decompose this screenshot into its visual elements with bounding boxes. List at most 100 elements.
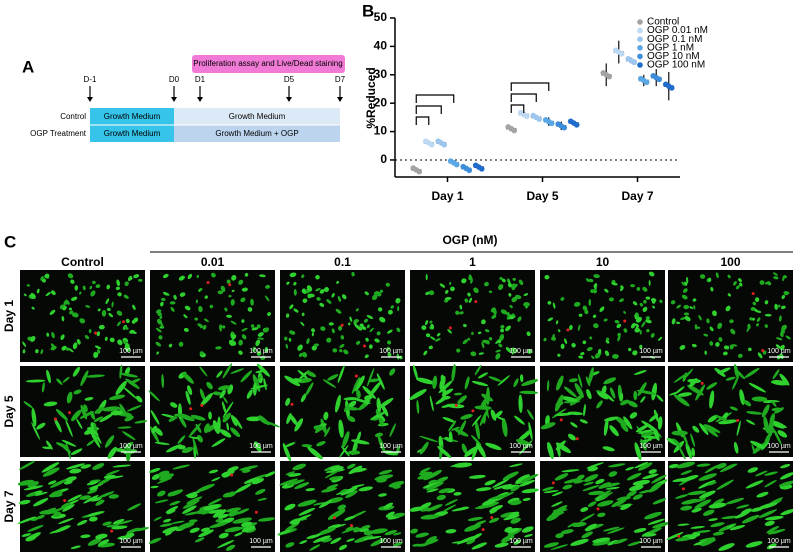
- micrograph: 100 µm: [148, 461, 276, 552]
- cell: [488, 517, 500, 524]
- cell: [464, 524, 481, 532]
- cell: [471, 415, 482, 427]
- cell: [626, 472, 642, 481]
- cell: [425, 333, 431, 338]
- y-tick-label: 20: [374, 95, 388, 109]
- cell: [627, 541, 642, 547]
- cell: [363, 530, 374, 536]
- dot: [523, 113, 530, 120]
- cell: [562, 484, 573, 490]
- cell: [230, 320, 237, 325]
- cell: [326, 337, 332, 343]
- cell: [603, 318, 608, 322]
- cell: [111, 301, 114, 308]
- cell: [230, 414, 238, 427]
- cell: [708, 502, 727, 509]
- cell: [704, 464, 720, 474]
- cell: [53, 511, 62, 518]
- cell: [781, 481, 793, 487]
- cell: [215, 518, 224, 523]
- cell: [167, 491, 179, 496]
- cell: [293, 288, 297, 296]
- cell: [510, 517, 521, 524]
- cell: [112, 464, 132, 468]
- cell: [297, 377, 312, 384]
- cell: [90, 290, 96, 297]
- scale-bar-label: 100 µm: [767, 538, 791, 545]
- cell: [445, 529, 457, 534]
- cell: [301, 288, 306, 294]
- cell: [46, 332, 50, 337]
- cell: [85, 305, 91, 308]
- cell: [320, 326, 326, 331]
- cell: [586, 346, 593, 352]
- cell: [632, 494, 643, 500]
- significance-bracket: [415, 94, 455, 103]
- cell: [385, 282, 390, 287]
- cell: [729, 524, 746, 531]
- dot: [631, 59, 638, 66]
- x-tick-label: Day 1: [431, 189, 463, 203]
- cell: [256, 324, 261, 329]
- cell: [241, 327, 248, 332]
- cell: [102, 521, 112, 526]
- cell: [623, 328, 628, 333]
- scale-bar-label: 100 µm: [639, 348, 663, 355]
- cell: [780, 508, 793, 516]
- cell: [673, 394, 690, 407]
- cell: [264, 471, 276, 477]
- cell: [285, 522, 300, 531]
- cell: [60, 443, 72, 454]
- cell: [285, 397, 291, 406]
- micrograph: 100 µm: [277, 461, 406, 552]
- cell: [620, 422, 629, 432]
- cell: [482, 339, 490, 344]
- cell: [65, 299, 70, 305]
- cell: [471, 331, 474, 335]
- cell: [637, 462, 653, 471]
- cell: [467, 516, 483, 522]
- cell: [737, 353, 743, 358]
- cell: [502, 471, 519, 481]
- cell: [548, 511, 565, 518]
- cell: [651, 474, 667, 484]
- cell: [425, 273, 428, 281]
- cell: [50, 290, 56, 296]
- cell: [461, 278, 467, 284]
- cell: [764, 300, 769, 305]
- cell: [108, 394, 126, 401]
- cell: [162, 526, 180, 534]
- cell: [749, 317, 753, 321]
- cell: [311, 328, 315, 333]
- cell: [55, 408, 68, 421]
- cell: [80, 404, 88, 420]
- cell: [570, 422, 578, 428]
- cell: [557, 353, 561, 357]
- cell: [346, 463, 356, 469]
- cell: [318, 499, 333, 508]
- cell: [284, 336, 288, 341]
- cell: [555, 320, 559, 325]
- dot: [573, 122, 580, 128]
- cell: [376, 397, 382, 413]
- cell: [95, 533, 108, 540]
- cell: [671, 318, 676, 325]
- dead-cell: [254, 510, 258, 514]
- cell: [441, 404, 452, 408]
- cell: [79, 291, 82, 295]
- cell: [456, 348, 461, 353]
- cell: [208, 411, 212, 420]
- cell: [583, 474, 599, 483]
- cell: [226, 422, 230, 431]
- cell: [761, 441, 769, 451]
- cell: [61, 315, 65, 322]
- cell: [116, 279, 121, 287]
- cell: [677, 523, 690, 526]
- cell: [337, 296, 342, 302]
- cell: [279, 478, 299, 486]
- cell: [490, 409, 497, 421]
- cell: [45, 291, 51, 297]
- cell: [21, 533, 32, 537]
- cell: [626, 490, 637, 497]
- cell: [639, 344, 643, 349]
